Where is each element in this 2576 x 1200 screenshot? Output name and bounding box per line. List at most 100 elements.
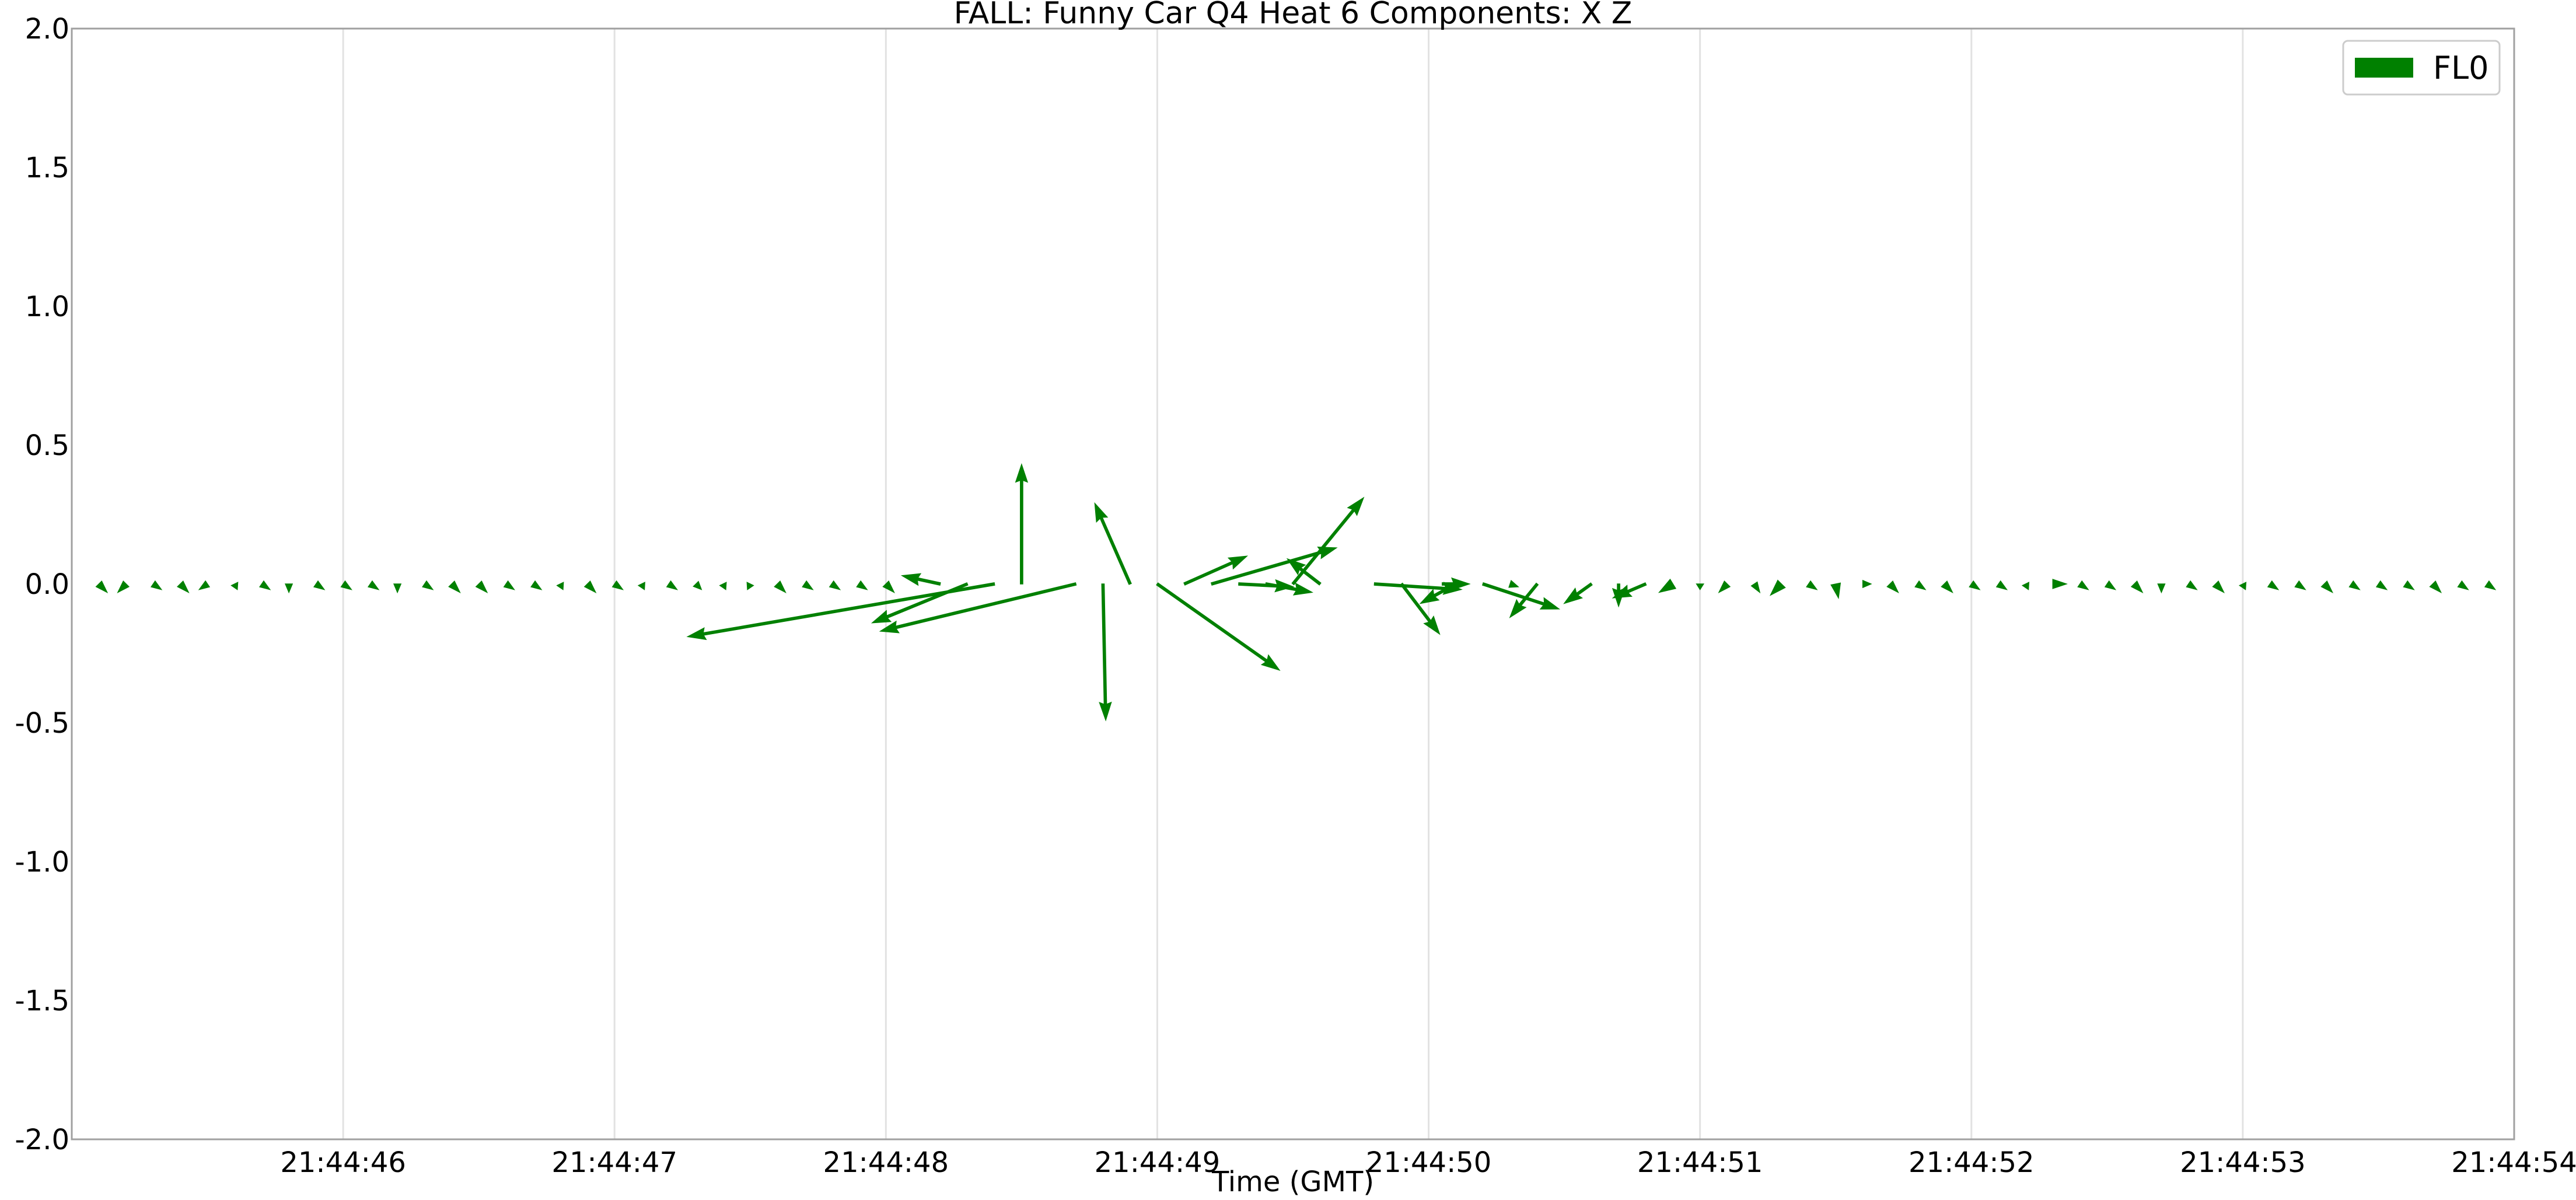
vector-arrow <box>2212 580 2225 593</box>
vector-arrow <box>611 580 624 590</box>
vector-arrow <box>1969 580 1981 590</box>
vector-arrow <box>340 580 352 590</box>
vector-arrow <box>719 582 727 590</box>
tick-layer: 21:44:46 21:44:47 21:44:48 21:44:49 21:44:50… <box>15 13 2576 1179</box>
vector-arrow <box>1862 579 1872 589</box>
vector-arrow <box>367 580 380 590</box>
vector-arrow <box>1806 580 1818 590</box>
x-tick-label: 21:44:54 <box>2451 1146 2576 1179</box>
vector-arrow <box>1750 581 1761 594</box>
vector-arrow <box>2077 580 2089 590</box>
vector-arrow <box>1183 555 1249 586</box>
vector-arrow <box>1718 580 1731 593</box>
vector-arrow <box>1099 583 1112 722</box>
legend-box <box>2342 40 2501 96</box>
vector-arrow <box>2348 580 2361 590</box>
vector-arrow <box>829 580 841 590</box>
vector-arrow <box>230 582 239 590</box>
legend-label-fl0: FL0 <box>2433 50 2489 86</box>
vector-arrow <box>1265 582 1313 596</box>
vector-arrow <box>530 580 543 590</box>
vector-arrow <box>2403 580 2415 590</box>
y-tick-label: 2.0 <box>25 13 69 46</box>
legend: FL0 <box>2342 40 2501 96</box>
y-tick-label: -1.5 <box>15 985 69 1017</box>
y-tick-label: 0.5 <box>25 429 69 462</box>
vector-arrow <box>2294 580 2306 590</box>
vector-layer <box>95 463 2497 722</box>
vector-arrow <box>2130 580 2144 593</box>
vector-arrow <box>774 580 787 593</box>
vector-arrow <box>882 580 895 593</box>
vector-arrow <box>1696 583 1705 590</box>
vector-arrow <box>637 582 645 590</box>
vector-arrow <box>2484 580 2497 590</box>
x-tick-label: 21:44:46 <box>280 1146 406 1179</box>
vector-arrow <box>746 582 754 590</box>
vector-arrow <box>1612 582 1647 599</box>
vector-arrow <box>258 580 271 590</box>
vector-arrow <box>1094 502 1132 585</box>
vector-arrow <box>177 580 190 593</box>
vector-arrow <box>448 580 461 593</box>
y-tick-label: -2.0 <box>15 1124 69 1156</box>
vector-arrow <box>1210 546 1338 586</box>
vector-arrow <box>503 580 515 590</box>
y-tick-label: -0.5 <box>15 707 69 740</box>
vector-arrow <box>686 582 995 641</box>
vector-arrow <box>1830 582 1841 600</box>
x-tick-label: 21:44:51 <box>1637 1146 1763 1179</box>
vector-arrow <box>1509 582 1539 618</box>
vector-arrow <box>1886 580 1899 593</box>
vector-arrow <box>1400 582 1441 635</box>
vector-arrow <box>666 580 679 590</box>
x-tick-label: 21:44:48 <box>823 1146 949 1179</box>
chart-title: FALL: Funny Car Q4 Heat 6 Components: X … <box>954 0 1633 31</box>
vector-arrow <box>1238 579 1295 593</box>
vector-arrow <box>1995 580 2008 590</box>
vector-arrow <box>95 580 109 593</box>
vector-arrow <box>475 580 488 593</box>
vector-arrow <box>1015 463 1029 585</box>
vector-arrow <box>879 582 1077 634</box>
vector-arrow <box>1156 582 1281 671</box>
vector-arrow <box>693 580 702 590</box>
vector-arrow <box>802 580 814 590</box>
y-tick-label: -1.0 <box>15 846 69 879</box>
vector-arrow <box>422 580 434 590</box>
vector-arrow <box>1941 580 1953 593</box>
legend-swatch-fl0 <box>2355 58 2413 78</box>
x-tick-label: 21:44:49 <box>1095 1146 1221 1179</box>
vector-arrow <box>2052 579 2068 589</box>
vector-arrow <box>556 582 564 590</box>
vector-arrow <box>393 583 402 594</box>
vector-arrow <box>1769 579 1786 596</box>
vector-arrow <box>2429 580 2442 593</box>
vector-arrow <box>2457 580 2469 590</box>
y-tick-label: 1.5 <box>25 152 69 184</box>
vector-arrow <box>1419 582 1457 604</box>
y-tick-label: 0.0 <box>25 568 69 601</box>
plot-frame <box>71 27 2515 1140</box>
y-tick-label: 1.0 <box>25 291 69 323</box>
vector-arrow <box>1658 578 1677 593</box>
vector-arrow <box>1914 580 1927 590</box>
vector-arrow <box>2375 580 2388 590</box>
x-tick-label: 21:44:53 <box>2180 1146 2306 1179</box>
vector-arrow <box>2267 580 2280 590</box>
vector-arrow <box>583 580 597 593</box>
vector-arrow <box>313 580 326 590</box>
vector-arrow <box>150 580 163 590</box>
vector-arrow <box>2320 580 2334 593</box>
vector-arrow <box>2239 582 2247 590</box>
vector-arrow <box>2104 580 2117 590</box>
vector-arrow <box>856 580 868 590</box>
vector-arrow <box>117 580 130 593</box>
x-tick-label: 21:44:47 <box>551 1146 677 1179</box>
vector-arrow <box>198 580 211 590</box>
vector-arrow <box>1481 582 1561 610</box>
x-tick-label: 21:44:50 <box>1366 1146 1492 1179</box>
